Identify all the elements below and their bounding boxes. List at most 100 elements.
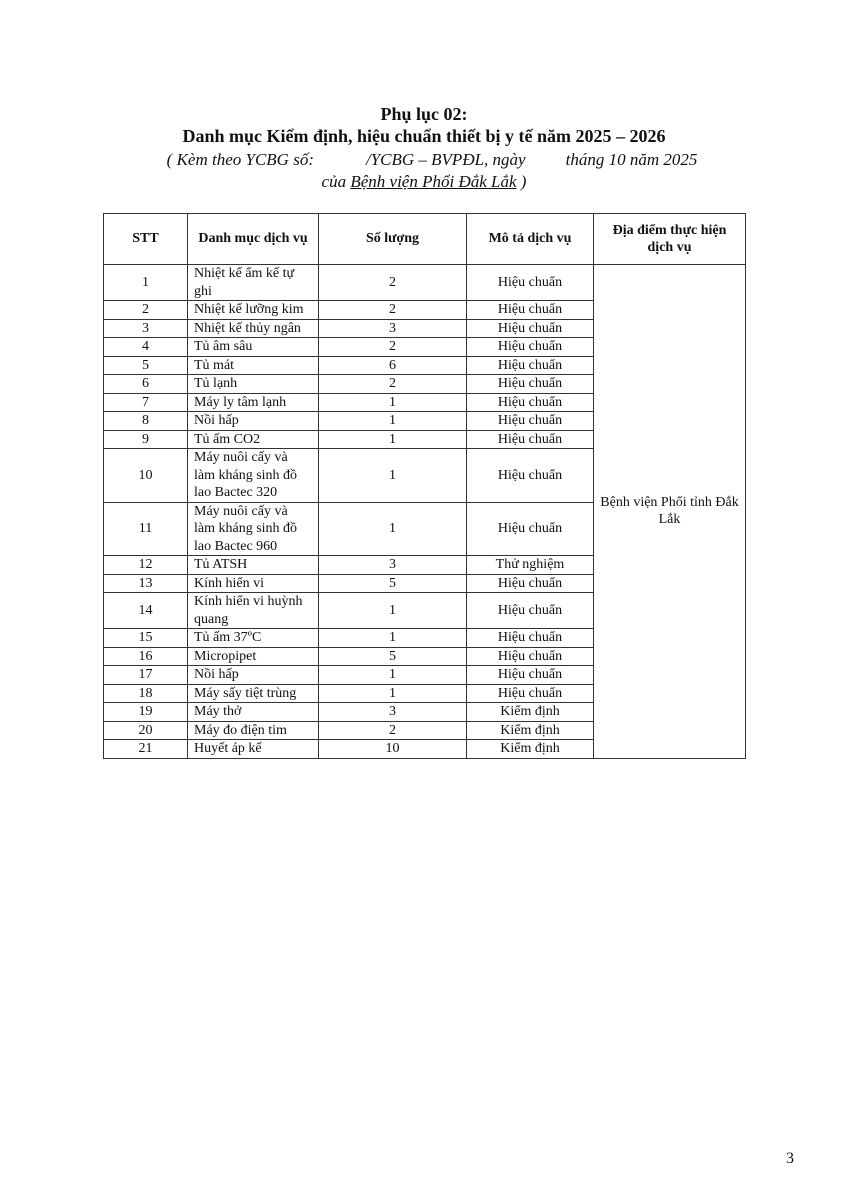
- row-stt: 17: [103, 665, 188, 685]
- row-service: Tủ ấm 37ºC: [187, 628, 319, 648]
- row-stt: 21: [103, 739, 188, 759]
- row-stt: 7: [103, 392, 188, 412]
- row-service: Máy sấy tiệt trùng: [187, 683, 319, 703]
- row-quantity: 1: [318, 411, 467, 431]
- row-quantity: 6: [318, 355, 467, 375]
- row-stt: 1: [103, 264, 188, 301]
- row-service: Nhiệt kế thủy ngân: [187, 318, 319, 338]
- table-row: 14 Kính hiển vi huỳnh quang 1 Hiệu chuẩn: [103, 592, 746, 629]
- row-quantity: 1: [318, 392, 467, 412]
- row-quantity: 1: [318, 592, 467, 629]
- row-stt: 16: [103, 646, 188, 666]
- row-service: Huyết áp kế: [187, 739, 319, 759]
- row-description: Hiệu chuẩn: [466, 501, 594, 556]
- row-description: Hiệu chuẩn: [466, 646, 594, 666]
- row-quantity: 1: [318, 429, 467, 449]
- reference-part-2: /YCBG – BVPĐL, ngày: [365, 150, 526, 169]
- row-quantity: 2: [318, 300, 467, 320]
- row-quantity: 3: [318, 555, 467, 575]
- issuer-prefix: của: [321, 172, 351, 191]
- table-row: 19 Máy thở 3 Kiểm định: [103, 702, 746, 722]
- row-stt: 18: [103, 683, 188, 703]
- row-stt: 2: [103, 300, 188, 320]
- row-description: Hiệu chuẩn: [466, 665, 594, 685]
- table-row: 3 Nhiệt kế thủy ngân 3 Hiệu chuẩn: [103, 318, 746, 338]
- header-service: Danh mục dịch vụ: [187, 213, 319, 265]
- row-service: Nhiệt kế lưỡng kim: [187, 300, 319, 320]
- row-service: Kính hiển vi: [187, 573, 319, 593]
- row-service: Máy thở: [187, 702, 319, 722]
- row-stt: 13: [103, 573, 188, 593]
- table-row: 9 Tủ ấm CO2 1 Hiệu chuẩn: [103, 429, 746, 449]
- table-row: 13 Kính hiển vi 5 Hiệu chuẩn: [103, 573, 746, 593]
- row-quantity: 1: [318, 628, 467, 648]
- row-service: Tủ lạnh: [187, 374, 319, 394]
- table-row: 10 Máy nuôi cấy và làm kháng sinh đồ lao …: [103, 448, 746, 503]
- row-stt: 10: [103, 448, 188, 503]
- row-quantity: 5: [318, 646, 467, 666]
- row-quantity: 2: [318, 720, 467, 740]
- issuer-line: của Bệnh viện Phổi Đắk Lắk ): [0, 171, 848, 193]
- row-description: Hiệu chuẩn: [466, 573, 594, 593]
- row-quantity: 2: [318, 264, 467, 301]
- row-description: Hiệu chuẩn: [466, 318, 594, 338]
- header-description: Mô tả dịch vụ: [466, 213, 594, 265]
- row-quantity: 1: [318, 665, 467, 685]
- row-quantity: 1: [318, 683, 467, 703]
- row-stt: 3: [103, 318, 188, 338]
- table-row: 20 Máy đo điện tim 2 Kiểm định: [103, 720, 746, 740]
- row-stt: 6: [103, 374, 188, 394]
- header-location: Địa điểm thực hiện dịch vụ: [593, 213, 746, 265]
- service-table: STT Danh mục dịch vụ Số lượng Mô tả dịch…: [103, 213, 746, 759]
- row-quantity: 10: [318, 739, 467, 759]
- row-service: Nồi hấp: [187, 665, 319, 685]
- row-service: Tủ âm sâu: [187, 337, 319, 357]
- row-description: Hiệu chuẩn: [466, 392, 594, 412]
- row-stt: 9: [103, 429, 188, 449]
- row-description: Hiệu chuẩn: [466, 628, 594, 648]
- row-quantity: 2: [318, 374, 467, 394]
- row-service: Máy đo điện tim: [187, 720, 319, 740]
- row-quantity: 3: [318, 318, 467, 338]
- row-location: Bệnh viện Phổi tỉnh Đắk Lắk: [593, 264, 746, 759]
- table-row: 8 Nồi hấp 1 Hiệu chuẩn: [103, 411, 746, 431]
- row-description: Hiệu chuẩn: [466, 592, 594, 629]
- row-stt: 8: [103, 411, 188, 431]
- row-service: Máy nuôi cấy và làm kháng sinh đồ lao Ba…: [187, 501, 319, 556]
- row-quantity: 3: [318, 702, 467, 722]
- row-stt: 20: [103, 720, 188, 740]
- table-header-row: STT Danh mục dịch vụ Số lượng Mô tả dịch…: [103, 213, 746, 265]
- table-row: 11 Máy nuôi cấy và làm kháng sinh đồ lao …: [103, 501, 746, 556]
- row-service: Tủ mát: [187, 355, 319, 375]
- reference-part-3: tháng 10 năm 2025: [565, 150, 698, 169]
- header-stt: STT: [103, 213, 188, 265]
- row-description: Hiệu chuẩn: [466, 264, 594, 301]
- table-row: 12 Tủ ATSH 3 Thử nghiệm: [103, 555, 746, 575]
- appendix-title: Phụ lục 02:: [380, 104, 468, 124]
- issuer-name: Bệnh viện Phổi Đắk Lắk: [350, 172, 517, 191]
- row-stt: 4: [103, 337, 188, 357]
- issuer-suffix: ): [516, 172, 527, 191]
- row-description: Hiệu chuẩn: [466, 374, 594, 394]
- row-description: Hiệu chuẩn: [466, 411, 594, 431]
- row-description: Kiểm định: [466, 702, 594, 722]
- row-description: Hiệu chuẩn: [466, 683, 594, 703]
- row-description: Kiểm định: [466, 720, 594, 740]
- row-quantity: 2: [318, 337, 467, 357]
- row-description: Hiệu chuẩn: [466, 429, 594, 449]
- row-service: Kính hiển vi huỳnh quang: [187, 592, 319, 629]
- row-description: Hiệu chuẩn: [466, 448, 594, 503]
- document-title: Danh mục Kiểm định, hiệu chuẩn thiết bị …: [182, 126, 666, 146]
- row-service: Máy ly tâm lạnh: [187, 392, 319, 412]
- row-service: Tủ ấm CO2: [187, 429, 319, 449]
- row-service: Máy nuôi cấy và làm kháng sinh đồ lao Ba…: [187, 448, 319, 503]
- row-description: Thử nghiệm: [466, 555, 594, 575]
- row-stt: 19: [103, 702, 188, 722]
- table-row: 21 Huyết áp kế 10 Kiểm định: [103, 739, 746, 759]
- row-service: Tủ ATSH: [187, 555, 319, 575]
- row-stt: 12: [103, 555, 188, 575]
- header-quantity: Số lượng: [318, 213, 467, 265]
- row-description: Hiệu chuẩn: [466, 300, 594, 320]
- row-quantity: 1: [318, 501, 467, 556]
- row-service: Nồi hấp: [187, 411, 319, 431]
